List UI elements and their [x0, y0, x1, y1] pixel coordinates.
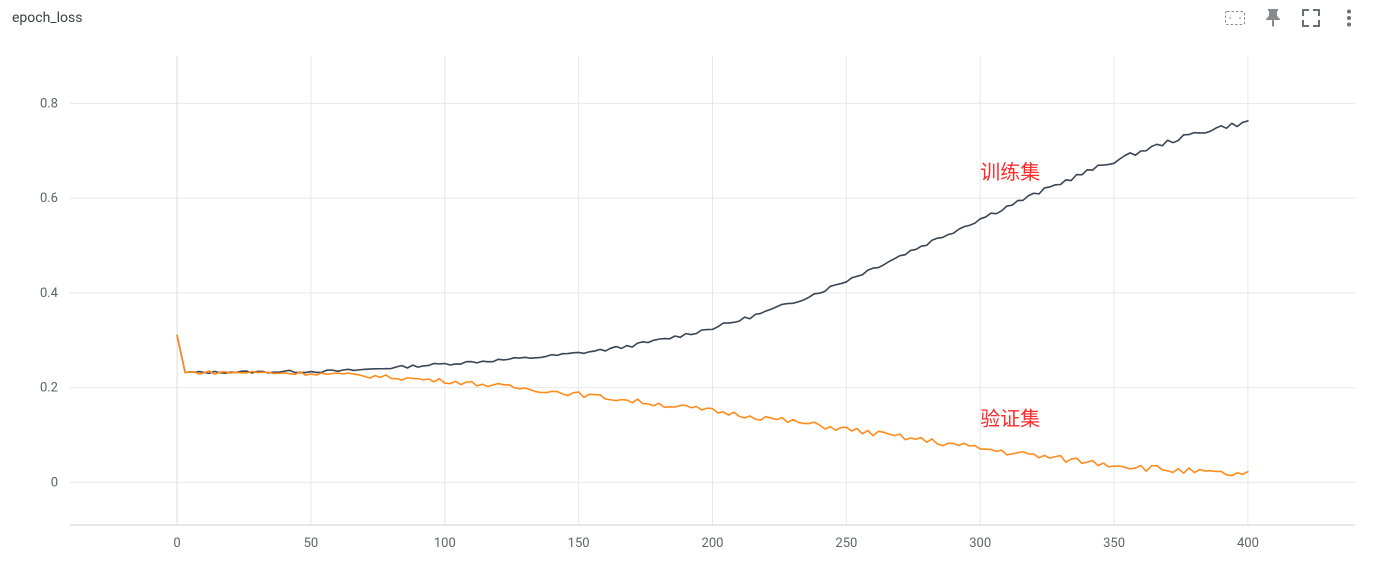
annotation-1: 验证集 — [980, 407, 1040, 431]
svg-text:0: 0 — [173, 536, 180, 551]
svg-text:300: 300 — [969, 536, 991, 551]
svg-text:0.4: 0.4 — [40, 286, 59, 301]
pin-icon — [1265, 9, 1281, 27]
svg-text:100: 100 — [434, 536, 456, 551]
pin-button[interactable] — [1263, 8, 1283, 28]
svg-text:150: 150 — [568, 536, 590, 551]
svg-text:200: 200 — [702, 536, 724, 551]
more-vert-icon — [1346, 9, 1352, 27]
chart-panel: epoch_loss — [0, 0, 1375, 565]
loss-chart-svg: 0 50 100 150 200 250 300 350 400 0 0.2 0.4 0.6 0.8 训练集… — [0, 36, 1375, 565]
svg-text:350: 350 — [1103, 536, 1125, 551]
svg-text:50: 50 — [304, 536, 319, 551]
more-options-button[interactable] — [1339, 8, 1359, 28]
expand-button[interactable] — [1225, 8, 1245, 28]
annotation-0: 训练集 — [980, 160, 1040, 184]
expand-icon — [1225, 11, 1245, 25]
svg-text:250: 250 — [835, 536, 857, 551]
panel-toolbar — [1225, 8, 1367, 28]
fit-domain-button[interactable] — [1301, 8, 1321, 28]
svg-text:400: 400 — [1237, 536, 1259, 551]
svg-text:0: 0 — [51, 475, 58, 490]
panel-header: epoch_loss — [0, 0, 1375, 36]
svg-text:0.6: 0.6 — [40, 191, 58, 206]
svg-text:0.8: 0.8 — [40, 96, 58, 111]
fit-domain-icon — [1302, 9, 1320, 27]
svg-text:0.2: 0.2 — [40, 381, 58, 396]
panel-title: epoch_loss — [12, 10, 82, 26]
chart-area[interactable]: 0 50 100 150 200 250 300 350 400 0 0.2 0.4 0.6 0.8 训练集… — [0, 36, 1375, 565]
